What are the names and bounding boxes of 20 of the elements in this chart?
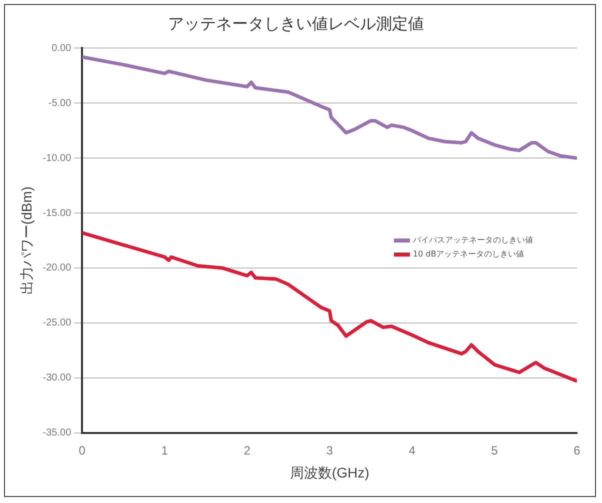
y-tick-label: -5.00 [48, 98, 72, 109]
x-tick-label: 2 [244, 443, 251, 458]
x-tick-label: 5 [491, 443, 498, 458]
x-tick-label: 4 [408, 443, 416, 458]
y-axis-title: 出力パワー(dBm) [18, 186, 34, 295]
x-tick-label: 6 [574, 443, 581, 458]
y-tick-label: -15.00 [42, 208, 72, 219]
x-axis-title: 周波数(GHz) [290, 464, 370, 480]
y-tick-label: -30.00 [42, 372, 72, 384]
legend-label: 10 dBアッテネータのしきい値 [412, 250, 524, 259]
legend-label: バイパスアッテネータのしきい値 [412, 236, 533, 245]
y-tick-label: -10.00 [42, 152, 72, 164]
x-tick-label: 1 [161, 443, 168, 458]
x-tick-label: 0 [78, 443, 86, 458]
y-tick-label: -25.00 [42, 318, 72, 329]
chart-title: アッテネータしきい値レベル測定値 [168, 14, 424, 33]
y-tick-label: 0.00 [52, 42, 72, 54]
x-tick-label: 3 [326, 443, 334, 458]
y-tick-label: -35.00 [42, 428, 72, 439]
y-tick-label: -20.00 [42, 262, 72, 274]
